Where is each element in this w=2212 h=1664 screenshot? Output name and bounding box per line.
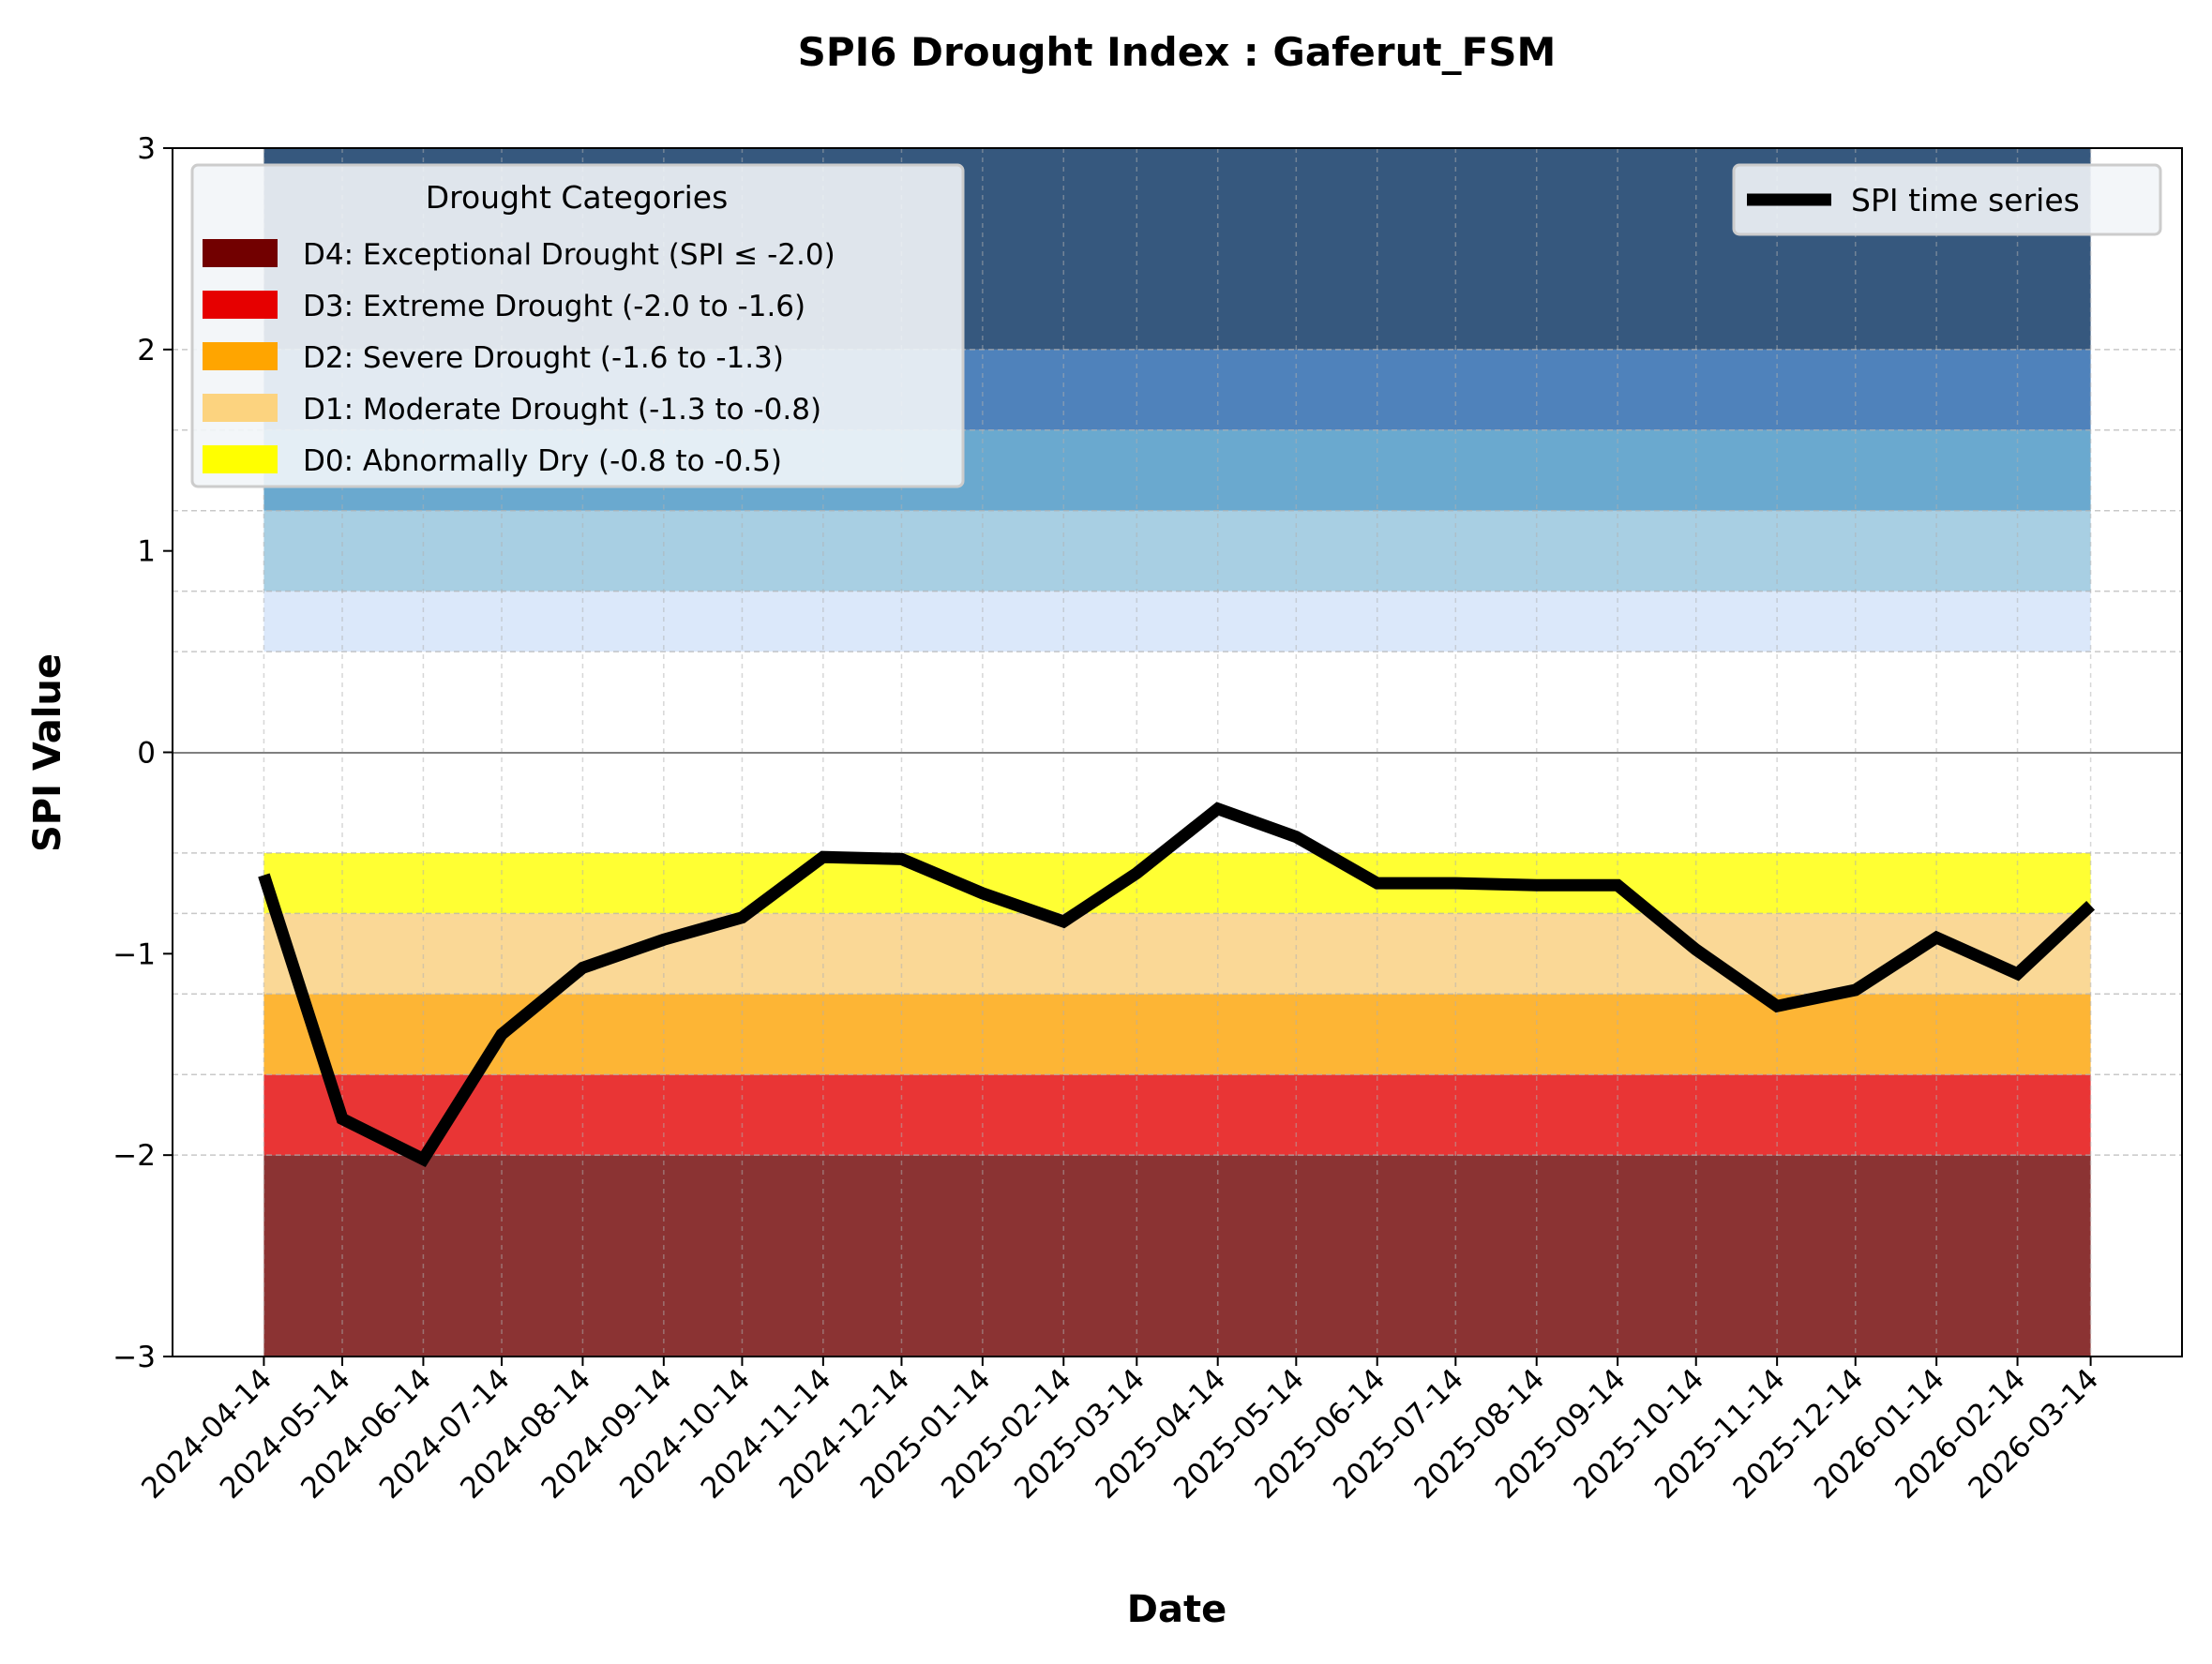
legend-title: Drought Categories <box>426 179 729 216</box>
band <box>263 510 2091 592</box>
x-axis-label: Date <box>1127 1588 1226 1631</box>
band <box>263 1155 2091 1357</box>
legend-entry-label: D2: Severe Drought (-1.6 to -1.3) <box>303 341 784 375</box>
chart-title: SPI6 Drought Index : Gaferut_FSM <box>798 29 1557 75</box>
y-tick-label: 2 <box>137 334 156 367</box>
band <box>263 913 2091 995</box>
x-axis: 2024-04-142024-05-142024-06-142024-07-14… <box>135 1357 2105 1506</box>
legend-entry-label: D1: Moderate Drought (-1.3 to -0.8) <box>303 393 821 427</box>
band <box>263 852 2091 914</box>
legend-entry-label: D4: Exceptional Drought (SPI ≤ -2.0) <box>303 238 835 272</box>
y-tick-label: 3 <box>137 132 156 166</box>
y-axis: −3 −2 −1 0 1 2 3 <box>113 132 173 1374</box>
band <box>263 1074 2091 1156</box>
y-tick-label: 0 <box>137 737 156 771</box>
legend-entry-label: D3: Extreme Drought (-2.0 to -1.6) <box>303 290 805 323</box>
legend-entry-label: D0: Abnormally Dry (-0.8 to -0.5) <box>303 444 782 478</box>
series-legend: SPI time series <box>1732 163 2162 236</box>
spi-series-line <box>258 802 2096 1167</box>
category-legend: Drought Categories D4: Exceptional Droug… <box>190 163 965 488</box>
y-tick-label: −2 <box>113 1139 156 1173</box>
legend-swatch <box>203 394 278 422</box>
legend-series-label: SPI time series <box>1851 182 2080 218</box>
legend-swatch <box>203 291 278 319</box>
y-tick-label: −3 <box>113 1341 156 1374</box>
y-axis-label: SPI Value <box>26 653 69 852</box>
legend-swatch <box>203 342 278 370</box>
y-tick-label: 1 <box>137 535 156 569</box>
legend-swatch <box>203 239 278 267</box>
y-tick-label: −1 <box>113 937 156 971</box>
legend-swatch <box>203 445 278 473</box>
band <box>263 591 2091 652</box>
